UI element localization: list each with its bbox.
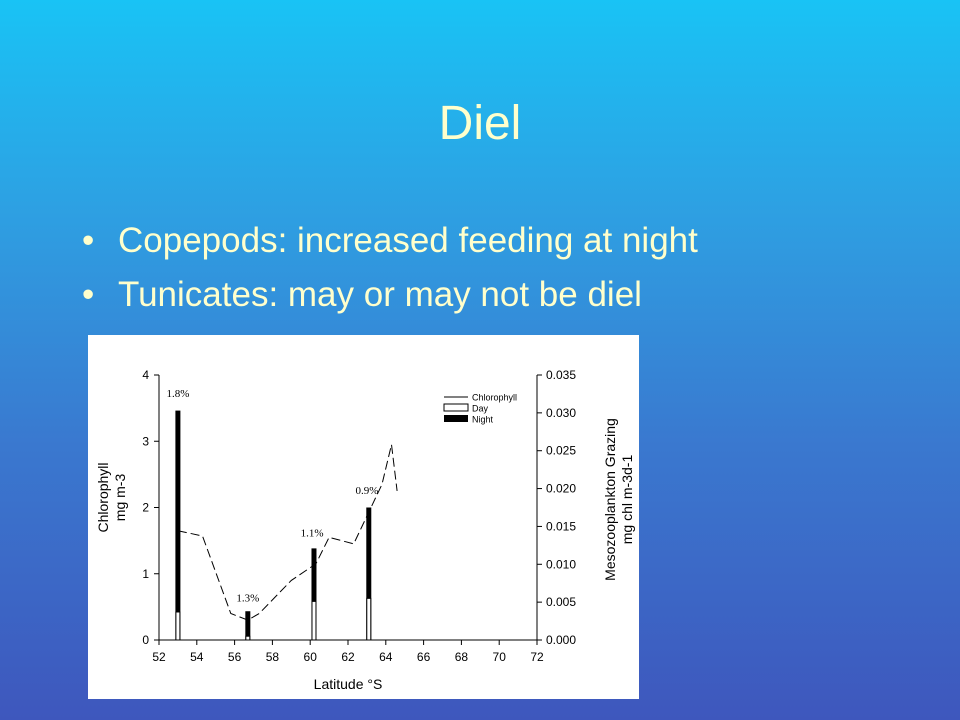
bullet-marker: • bbox=[82, 275, 95, 314]
left-axis-label-line1: Chlorophyll bbox=[95, 462, 111, 532]
bullet-marker: • bbox=[82, 221, 95, 260]
night-bar bbox=[311, 548, 317, 640]
percent-annotation: 1.8% bbox=[166, 388, 189, 400]
chlorophyll-line bbox=[177, 444, 398, 621]
right-tick-label: 0.030 bbox=[546, 406, 576, 420]
day-bar bbox=[311, 600, 317, 641]
chart-axis-labels: Latitude °S Chlorophyllmg m-3 Mesozooplank… bbox=[95, 418, 635, 692]
day-bar bbox=[175, 611, 181, 641]
x-tick-label: 62 bbox=[341, 650, 355, 664]
x-tick-label: 70 bbox=[493, 650, 507, 664]
right-tick-label: 0.000 bbox=[546, 633, 576, 647]
bullet-text: Tunicates: may or may not be diel bbox=[118, 275, 642, 314]
percent-annotation: 0.9% bbox=[355, 485, 378, 497]
x-tick-label: 58 bbox=[266, 650, 280, 664]
bullet-item: • Copepods: increased feeding at night bbox=[82, 214, 698, 268]
percent-annotation: 1.3% bbox=[236, 592, 259, 604]
night-bar bbox=[366, 507, 372, 640]
bullet-list: • Copepods: increased feeding at night • T… bbox=[82, 214, 698, 322]
right-tick-label: 0.015 bbox=[546, 519, 576, 533]
x-tick-label: 68 bbox=[455, 650, 469, 664]
right-tick-label: 0.035 bbox=[546, 368, 576, 382]
day-bar bbox=[245, 635, 251, 641]
chart-axes: 0 1 2 3 4 0.000 0.005 0.010 0.015 0.020 0.025 0.030… bbox=[142, 368, 576, 664]
chart-panel: 0 1 2 3 4 0.000 0.005 0.010 0.015 0.020 0.025 0.030… bbox=[88, 335, 639, 699]
x-tick-label: 72 bbox=[530, 650, 544, 664]
left-tick-label: 1 bbox=[142, 567, 149, 581]
legend-label: Chlorophyll bbox=[472, 393, 517, 403]
x-tick-label: 56 bbox=[228, 650, 242, 664]
right-tick-label: 0.020 bbox=[546, 482, 576, 496]
left-tick-label: 4 bbox=[142, 368, 149, 382]
x-tick-label: 52 bbox=[152, 650, 166, 664]
right-tick-label: 0.010 bbox=[546, 557, 576, 571]
legend-day-swatch bbox=[443, 403, 469, 412]
right-axis-label-line1: Mesozooplankton Grazing bbox=[602, 418, 618, 581]
grazing-chart: 0 1 2 3 4 0.000 0.005 0.010 0.015 0.020 0.025 0.030… bbox=[95, 368, 635, 692]
left-axis-label: Chlorophyllmg m-3 bbox=[95, 462, 128, 532]
x-tick-label: 64 bbox=[379, 650, 393, 664]
x-tick-label: 66 bbox=[417, 650, 431, 664]
x-tick-label: 60 bbox=[304, 650, 318, 664]
bullet-text: Copepods: increased feeding at night bbox=[118, 221, 698, 260]
chart-line bbox=[177, 444, 398, 621]
right-tick-label: 0.005 bbox=[546, 595, 576, 609]
left-axis-label-line2: mg m-3 bbox=[112, 474, 128, 522]
legend-night-swatch bbox=[444, 415, 468, 422]
bullet-item: • Tunicates: may or may not be diel bbox=[82, 268, 698, 322]
right-tick-label: 0.025 bbox=[546, 444, 576, 458]
chart-annotations: 1.8% 1.3% 1.1% 0.9% bbox=[166, 388, 378, 604]
legend-label: Day bbox=[472, 404, 489, 414]
chart-bars bbox=[175, 410, 372, 641]
percent-annotation: 1.1% bbox=[301, 527, 324, 539]
x-axis-label: Latitude °S bbox=[314, 676, 383, 692]
left-tick-label: 0 bbox=[142, 633, 149, 647]
left-tick-label: 2 bbox=[142, 501, 149, 515]
day-bar bbox=[366, 597, 372, 641]
legend-label: Night bbox=[472, 415, 494, 425]
right-axis-label-line2: mg chl m-3d-1 bbox=[619, 455, 635, 545]
x-tick-label: 54 bbox=[190, 650, 204, 664]
left-tick-label: 3 bbox=[142, 434, 149, 448]
night-bar bbox=[245, 611, 251, 640]
night-bar bbox=[175, 410, 181, 640]
right-axis-label: Mesozooplankton Grazingmg chl m-3d-1 bbox=[602, 418, 635, 581]
slide-title: Diel bbox=[438, 97, 522, 150]
